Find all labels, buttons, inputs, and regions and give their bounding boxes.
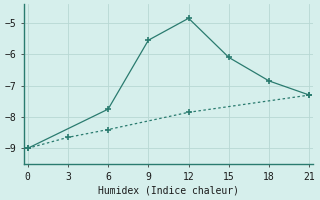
X-axis label: Humidex (Indice chaleur): Humidex (Indice chaleur) (98, 186, 239, 196)
